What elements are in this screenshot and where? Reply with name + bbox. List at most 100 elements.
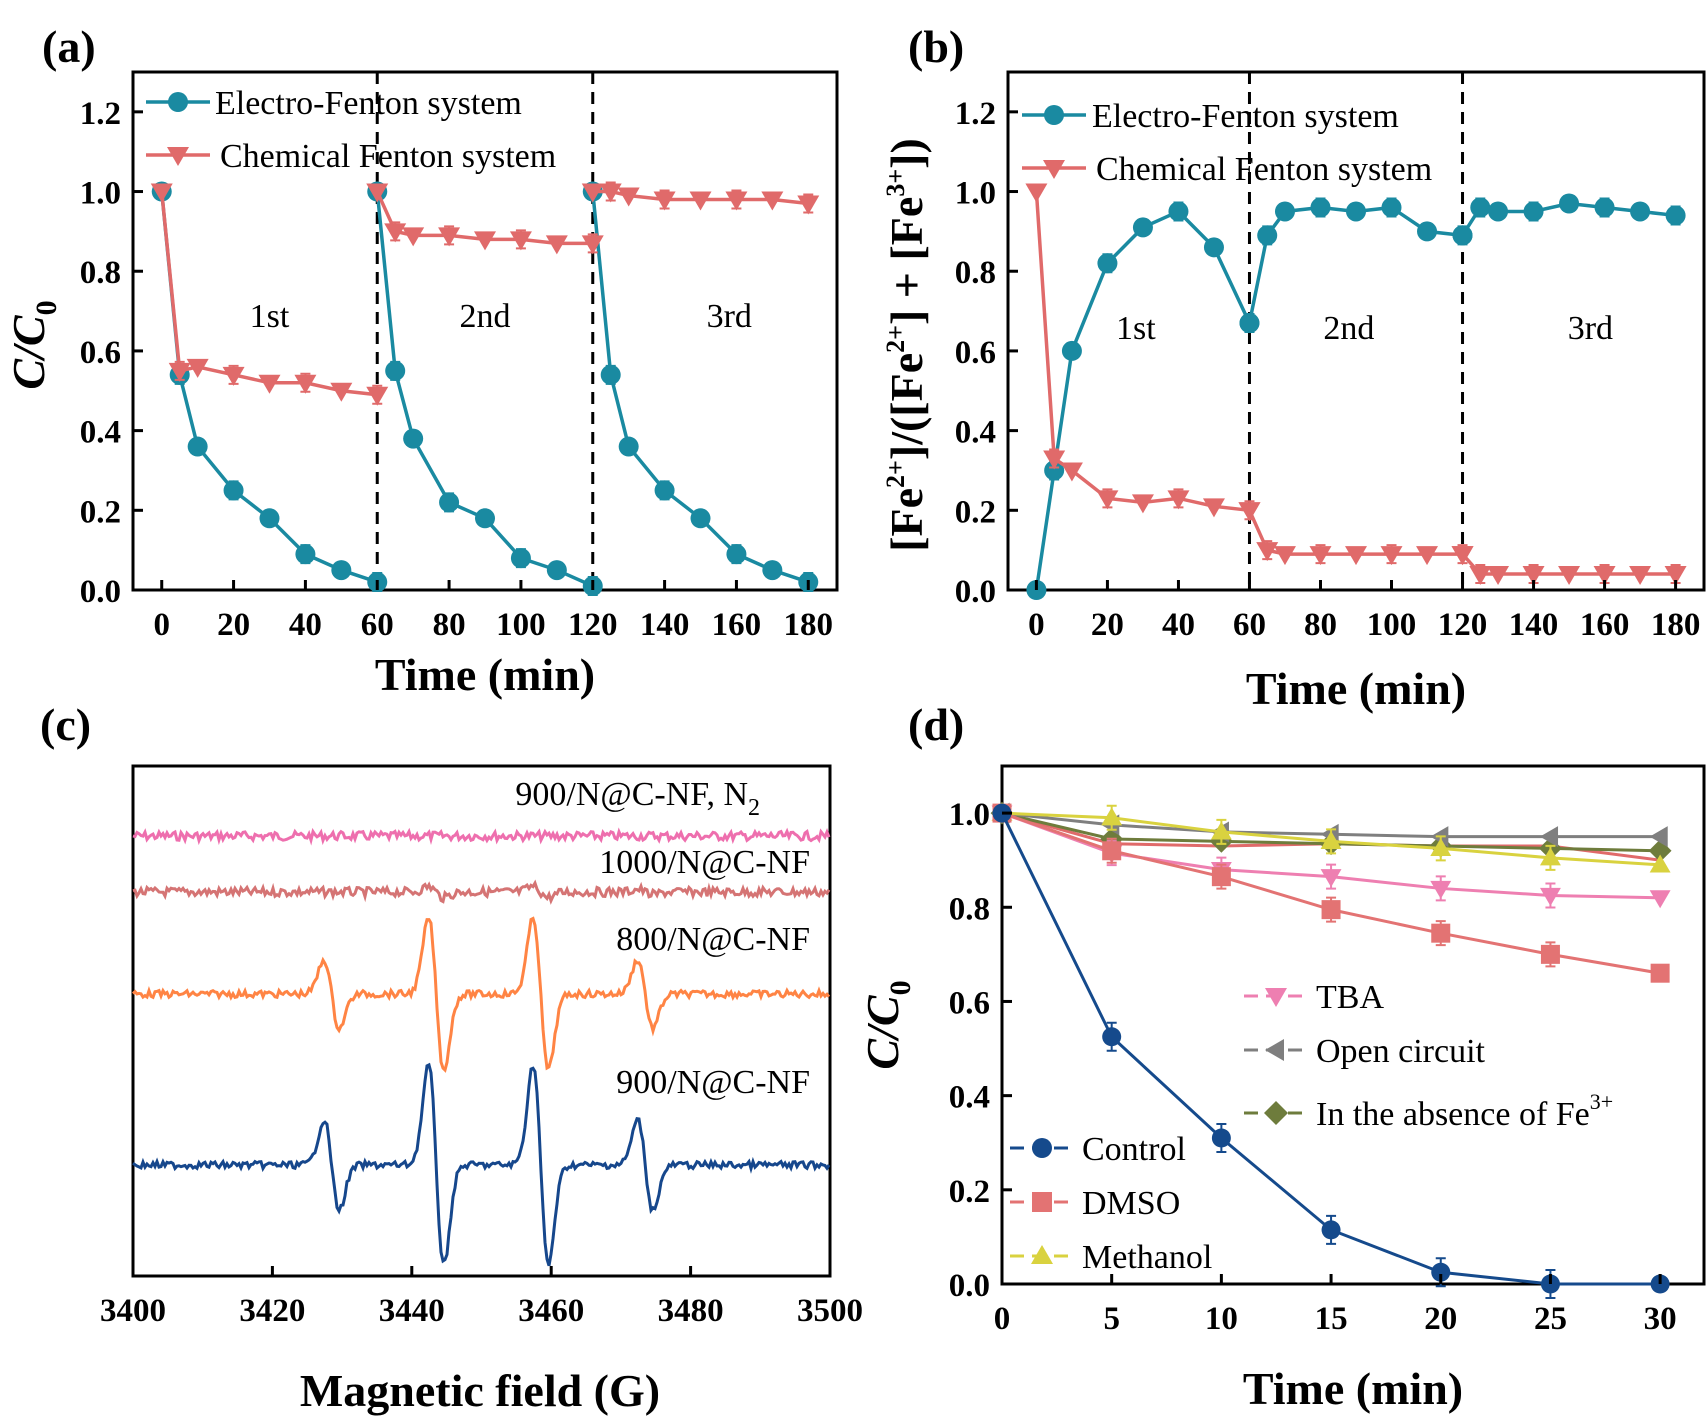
cycle-label-1st: 1st — [1116, 310, 1156, 347]
x-tick-label: 120 — [1438, 607, 1488, 643]
x-tick-label: 80 — [1304, 607, 1337, 643]
y-tick-label: 0.8 — [80, 255, 121, 291]
panel-d-label: (d) — [908, 699, 964, 750]
data-point — [1273, 546, 1296, 566]
data-point — [1274, 201, 1295, 222]
x-tick-label: 100 — [496, 607, 546, 643]
data-point — [1043, 450, 1066, 470]
legend-label-main: In the absence of Fe — [1316, 1096, 1590, 1133]
y-tick-label: 1.2 — [955, 96, 996, 132]
x-tick-label: 120 — [568, 607, 618, 643]
data-point — [761, 191, 784, 211]
data-point — [1523, 201, 1544, 222]
data-point — [1430, 880, 1452, 899]
cycle-label-3rd: 3rd — [1568, 310, 1613, 347]
series-line — [1034, 209, 1252, 591]
legend-marker — [1265, 1039, 1284, 1061]
panel-a-y-title: C/C0 — [3, 300, 63, 389]
x-tick-label: 60 — [1233, 607, 1266, 643]
panel-a-y-title-sub: 0 — [30, 300, 63, 315]
data-point — [1380, 546, 1403, 566]
legend-label: Methanol — [1082, 1239, 1212, 1276]
cycle-label-3rd: 3rd — [707, 298, 752, 335]
data-point — [618, 436, 639, 457]
panel-d-legend: TBA Open circuit In the absence of Fe3+ Con… — [1010, 979, 1613, 1276]
x-tick-label: 3440 — [379, 1293, 445, 1329]
legend-label-main: Open circuit — [1316, 1033, 1486, 1070]
x-tick-label: 60 — [361, 607, 394, 643]
x-tick-label: 140 — [1509, 607, 1559, 643]
data-point — [1345, 546, 1367, 566]
legend-marker — [1031, 1245, 1053, 1264]
panel-d-y-title: C/C0 — [857, 980, 917, 1069]
panel-a-dividers — [375, 72, 595, 590]
panel-d-y-ticks: 0.0 0.2 0.4 0.6 0.8 1.0 — [949, 797, 1012, 1304]
data-point — [1168, 201, 1189, 222]
panel-a-series — [150, 181, 820, 597]
panel-b-series — [1025, 183, 1687, 600]
x-tick-label: 15 — [1315, 1301, 1348, 1337]
x-tick-label: 10 — [1205, 1301, 1238, 1337]
data-point — [1320, 869, 1342, 888]
epr-label-n2-sub: 2 — [748, 795, 760, 821]
data-point — [1202, 498, 1225, 518]
y-tick-label: 0.2 — [955, 494, 996, 530]
data-point — [1096, 490, 1119, 510]
legend-chemical-text: Chemical Fenton system — [220, 138, 556, 175]
data-point — [1469, 566, 1492, 586]
data-point — [1558, 566, 1581, 586]
data-point — [1309, 546, 1332, 566]
legend-chemical-marker — [167, 147, 189, 166]
data-point — [1101, 807, 1123, 826]
legend-chemical-marker — [1043, 160, 1065, 179]
data-point — [1649, 890, 1671, 909]
x-tick-label: 20 — [217, 607, 250, 643]
x-tick-label: 160 — [712, 607, 762, 643]
y-tick-label: 0.8 — [955, 255, 996, 291]
panel-d: (d) 0 5 10 15 20 25 30 0.0 0.2 0.4 0.6 0.8 1.0 TBA O… — [857, 699, 1706, 1414]
data-point — [403, 428, 424, 449]
panel-c-frame — [131, 764, 832, 1278]
panel-b-annotations: 1st 2nd 3rd — [1116, 310, 1613, 347]
epr-spectrum-line — [132, 879, 831, 905]
epr-spectrum-line — [132, 827, 831, 846]
data-point — [1416, 546, 1439, 566]
data-point — [438, 227, 461, 247]
data-point — [1539, 847, 1561, 866]
data-point — [1488, 201, 1509, 222]
data-point — [1629, 566, 1652, 586]
x-tick-label: 20 — [1091, 607, 1124, 643]
data-point — [1211, 1128, 1231, 1148]
legend-electro-marker — [1044, 105, 1064, 125]
data-point — [1630, 201, 1651, 222]
cycle-label-2nd: 2nd — [460, 298, 511, 335]
data-point — [150, 183, 173, 203]
legend-chemical-text: Chemical Fenton system — [1096, 151, 1432, 188]
data-point — [1238, 502, 1261, 522]
data-point — [1470, 197, 1491, 218]
y-tick-label: 1.0 — [80, 176, 121, 212]
data-point — [1320, 830, 1342, 849]
panel-b-y-title: [Fe2+]/([Fe2+] + [Fe3+]) — [881, 138, 932, 552]
data-point — [294, 374, 317, 394]
legend-label-main: Methanol — [1082, 1239, 1212, 1276]
data-point — [1381, 197, 1402, 218]
panel-c-spectrum-labels: 900/N@C-NF, N2 1000/N@C-NF 800/N@C-NF 90… — [515, 776, 810, 1101]
data-point — [259, 508, 280, 529]
data-point — [725, 191, 748, 211]
legend-label-sup: 3+ — [1590, 1089, 1613, 1114]
data-point — [1665, 205, 1686, 226]
legend-marker — [1032, 1192, 1052, 1212]
data-point — [222, 366, 245, 386]
data-point — [689, 191, 712, 211]
data-point — [1452, 225, 1473, 246]
panel-b-label: (b) — [908, 21, 964, 72]
legend-label: DMSO — [1082, 1185, 1180, 1222]
epr-label-900: 900/N@C-NF — [616, 1064, 810, 1101]
data-point — [1487, 566, 1510, 586]
y-tick-label: 0.4 — [80, 415, 121, 451]
x-tick-label: 100 — [1367, 607, 1417, 643]
data-point — [545, 235, 568, 255]
data-point — [510, 548, 531, 569]
data-point — [1239, 313, 1260, 334]
